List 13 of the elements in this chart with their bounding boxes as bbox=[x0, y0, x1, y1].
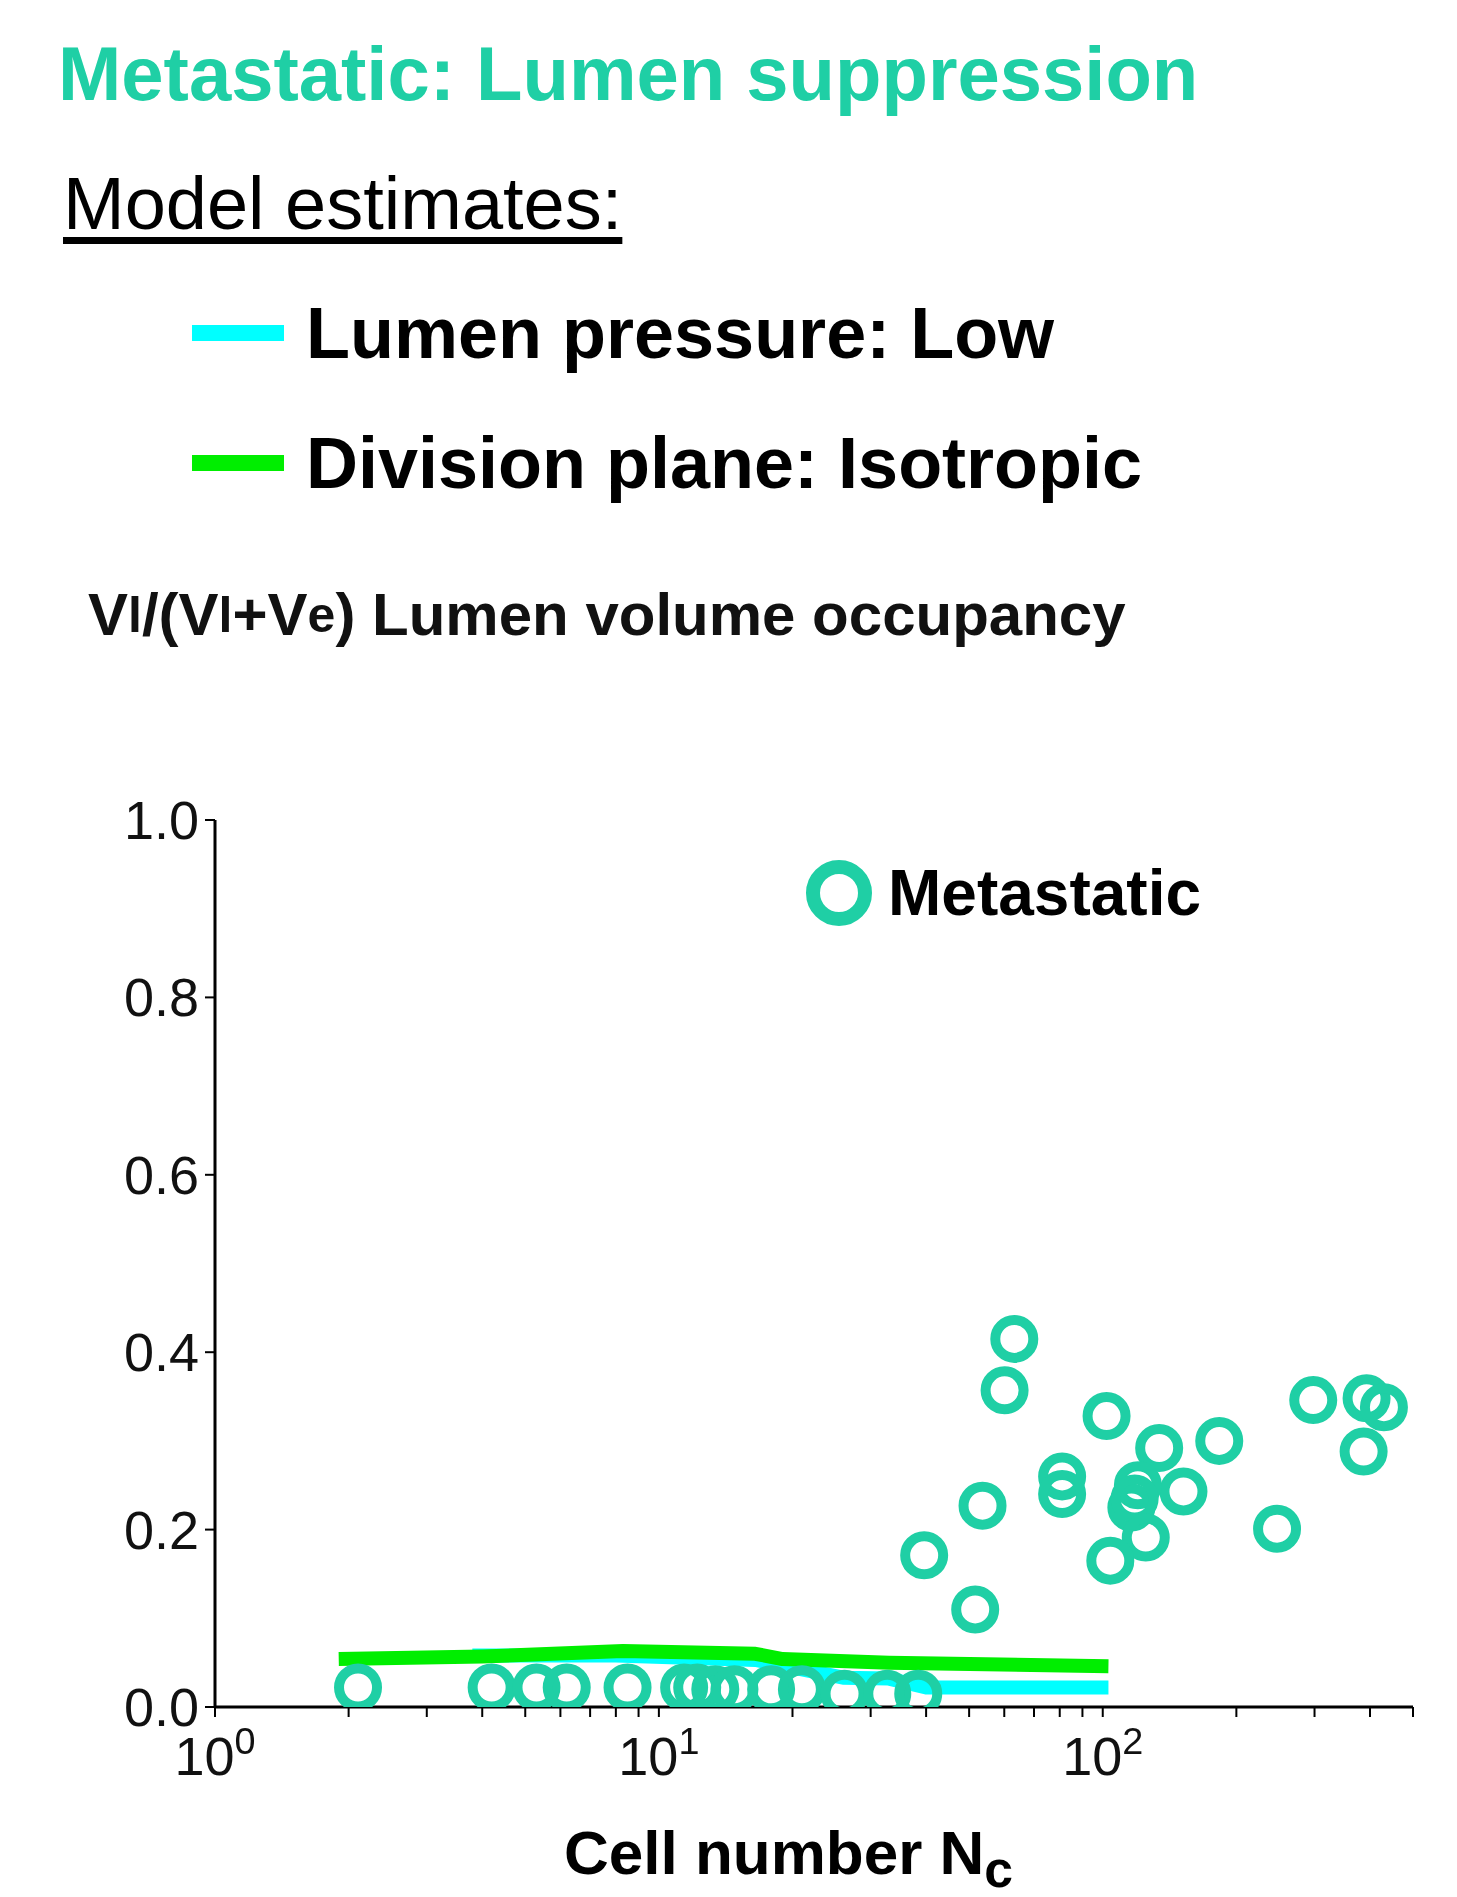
legend-label: Metastatic bbox=[888, 856, 1201, 930]
y-tick-label: 0.2 bbox=[123, 1499, 199, 1560]
chart-title: Metastatic: Lumen suppression bbox=[57, 29, 1200, 118]
y-tick-label: 0.6 bbox=[123, 1144, 199, 1205]
x-tick-label: 10$^{1}$ bbox=[618, 1720, 700, 1786]
x-axis-title: Cell number N$_{c}$ bbox=[563, 1817, 1014, 1897]
x-tick-label: 10$^{2}$ bbox=[1062, 1720, 1144, 1786]
chart-subtitle: Model estimates: bbox=[63, 160, 623, 246]
legend-label: Division plane: Isotropic bbox=[306, 422, 1143, 504]
y-tick-label: 1.0 bbox=[123, 790, 199, 850]
legend-label: Lumen pressure: Low bbox=[306, 292, 1055, 374]
y-tick-label: 0.4 bbox=[123, 1322, 199, 1383]
y-tick-label: 0.8 bbox=[123, 967, 199, 1028]
